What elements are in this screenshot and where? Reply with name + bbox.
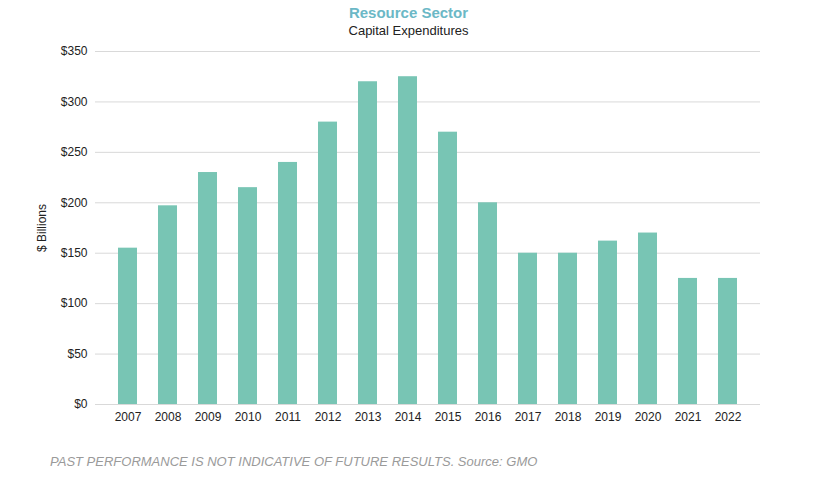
svg-text:2015: 2015 [435, 410, 462, 424]
svg-text:2014: 2014 [395, 410, 422, 424]
svg-text:2012: 2012 [315, 410, 342, 424]
svg-text:$150: $150 [61, 246, 88, 260]
svg-text:2021: 2021 [675, 410, 702, 424]
svg-text:2020: 2020 [635, 410, 662, 424]
svg-text:$250: $250 [61, 145, 88, 159]
svg-text:$0: $0 [74, 397, 88, 411]
svg-text:2022: 2022 [715, 410, 742, 424]
svg-text:2018: 2018 [555, 410, 582, 424]
svg-text:2010: 2010 [235, 410, 262, 424]
html-text:Capital Expenditures: Capital Expenditures [348, 23, 469, 38]
svg-text:2017: 2017 [515, 410, 542, 424]
svg-text:$ Billions: $ Billions [35, 204, 49, 252]
svg-text:2019: 2019 [595, 410, 622, 424]
svg-text:2007: 2007 [115, 410, 142, 424]
svg-text:2011: 2011 [275, 410, 301, 424]
svg-text:2013: 2013 [355, 410, 382, 424]
html-text:Resource Sector: Resource Sector [348, 4, 469, 21]
html-text:PAST PERFORMANCE IS NOT INDICA: PAST PERFORMANCE IS NOT INDICATIVE OF FU… [50, 454, 538, 469]
svg-text:$200: $200 [61, 196, 88, 210]
svg-text:$300: $300 [61, 95, 88, 109]
svg-text:$350: $350 [61, 44, 88, 58]
svg-text:2016: 2016 [475, 410, 502, 424]
svg-text:$100: $100 [61, 296, 88, 310]
svg-text:2009: 2009 [195, 410, 222, 424]
svg-text:2008: 2008 [155, 410, 182, 424]
svg-text:$50: $50 [67, 347, 87, 361]
